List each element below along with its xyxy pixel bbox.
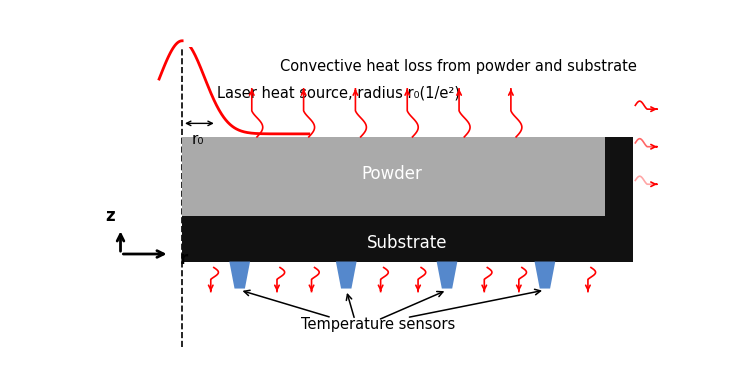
Polygon shape (230, 262, 250, 289)
Text: Laser heat source, radius r₀(1/e²): Laser heat source, radius r₀(1/e²) (217, 86, 460, 101)
Text: z: z (106, 207, 115, 225)
Polygon shape (534, 262, 555, 289)
Text: Convective heat loss from powder and substrate: Convective heat loss from powder and sub… (280, 59, 637, 74)
Polygon shape (437, 262, 458, 289)
Text: Temperature sensors: Temperature sensors (301, 317, 455, 332)
Text: r₀: r₀ (192, 132, 204, 147)
Text: Powder: Powder (362, 165, 423, 183)
Text: Substrate: Substrate (366, 234, 447, 252)
Bar (182, 216, 629, 262)
Polygon shape (336, 262, 357, 289)
Text: r: r (180, 250, 188, 268)
Bar (182, 137, 606, 216)
Bar (606, 137, 633, 262)
